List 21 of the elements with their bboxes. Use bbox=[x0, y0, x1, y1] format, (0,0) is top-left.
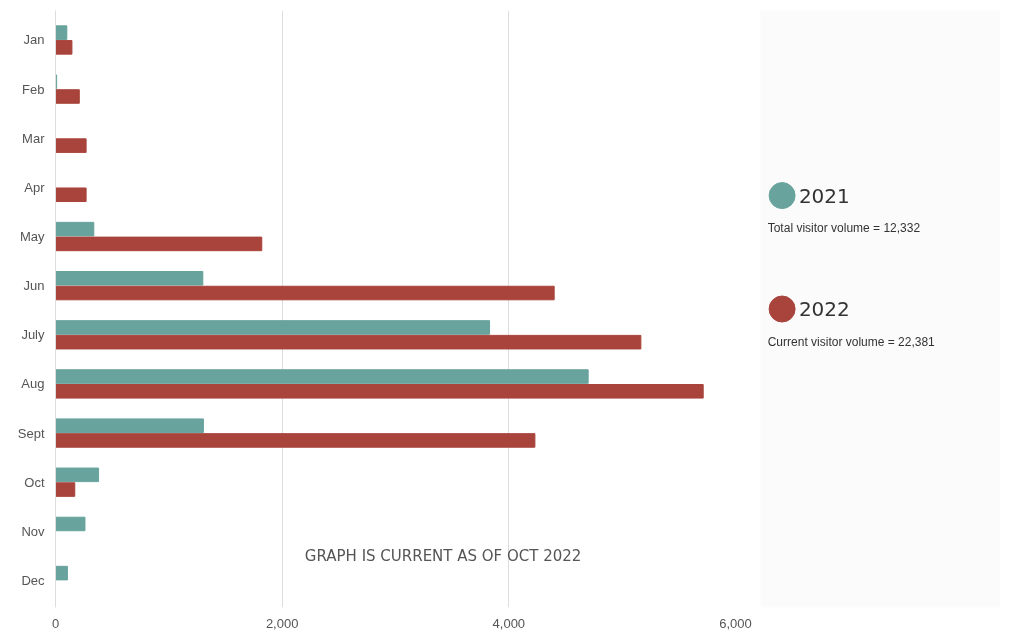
x-tick-label: 2,000 bbox=[265, 615, 299, 631]
y-tick-label: Jun bbox=[23, 278, 45, 294]
y-tick-label: May bbox=[19, 229, 45, 245]
y-tick-label: Apr bbox=[24, 179, 46, 195]
y-tick-label: Feb bbox=[22, 81, 45, 97]
y-tick-label: Oct bbox=[24, 474, 45, 490]
legend-label: 2021 bbox=[798, 183, 850, 208]
y-tick-label: Aug bbox=[21, 376, 45, 392]
y-tick-label: Mar bbox=[22, 130, 46, 146]
y-tick-label: Jan bbox=[23, 32, 45, 48]
legend-label: 2022 bbox=[798, 297, 850, 321]
annotation: GRAPH IS CURRENT AS OF OCT 2022 bbox=[304, 546, 582, 565]
y-tick-label: Nov bbox=[21, 523, 45, 539]
text: Current visitor volume = 22,381 bbox=[767, 334, 936, 349]
y-tick-label: Dec bbox=[21, 572, 45, 588]
y-tick-label: Sept bbox=[17, 425, 45, 441]
y-tick-label: July bbox=[21, 327, 45, 343]
x-tick-label: 0 bbox=[51, 615, 60, 631]
x-tick-label: 6,000 bbox=[719, 615, 752, 631]
x-tick-label: 4,000 bbox=[492, 615, 526, 631]
text: Total visitor volume = 12,332 bbox=[767, 221, 921, 236]
